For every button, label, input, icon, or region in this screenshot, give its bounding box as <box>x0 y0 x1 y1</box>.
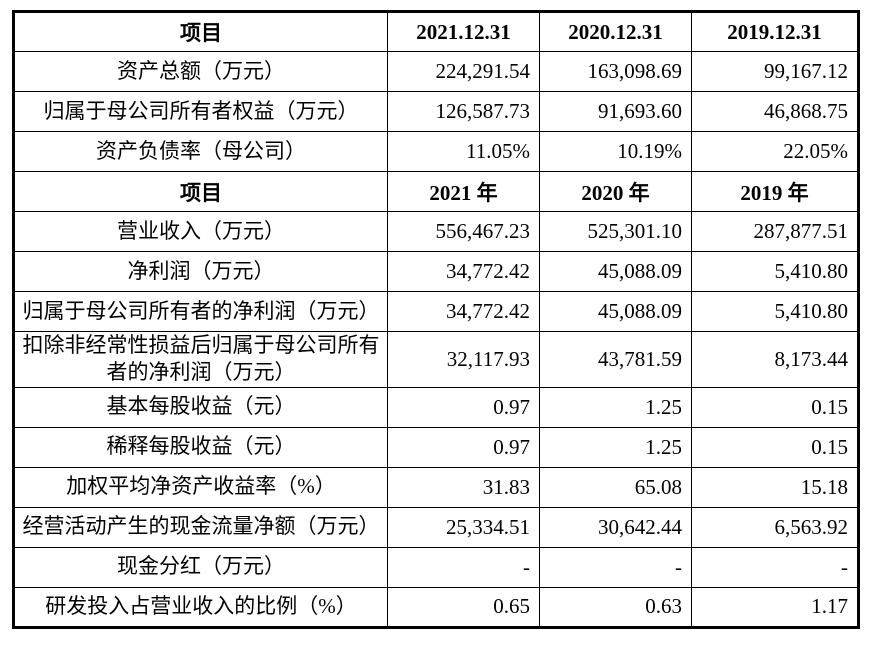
row-value: 65.08 <box>539 466 692 508</box>
row-value: 25,334.51 <box>387 506 540 548</box>
row-value: 1.17 <box>691 586 859 628</box>
header-period-label: 2020.12.31 <box>539 11 692 52</box>
row-value: 8,173.44 <box>691 331 859 388</box>
row-value: 0.65 <box>387 586 540 628</box>
row-label: 营业收入（万元） <box>13 211 388 252</box>
row-label: 加权平均净资产收益率（%） <box>13 466 388 508</box>
table-row: 扣除非经常性损益后归属于母公司所有者的净利润（万元） 32,117.93 43,78… <box>13 331 859 388</box>
row-label: 扣除非经常性损益后归属于母公司所有者的净利润（万元） <box>13 331 388 388</box>
table-row: 归属于母公司所有者权益（万元） 126,587.73 91,693.60 46,868… <box>13 91 859 132</box>
row-label: 现金分红（万元） <box>13 546 388 588</box>
row-label: 经营活动产生的现金流量净额（万元） <box>13 506 388 548</box>
table-row: 现金分红（万元） - - - <box>13 546 859 588</box>
row-value: 32,117.93 <box>387 331 540 388</box>
row-value: 1.25 <box>539 386 692 428</box>
row-value: 0.15 <box>691 426 859 468</box>
row-value: 0.97 <box>387 386 540 428</box>
table-row: 研发投入占营业收入的比例（%） 0.65 0.63 1.17 <box>13 586 859 628</box>
table-row: 基本每股收益（元） 0.97 1.25 0.15 <box>13 386 859 428</box>
row-label: 基本每股收益（元） <box>13 386 388 428</box>
row-value: 22.05% <box>691 131 859 172</box>
header-period-label: 2019.12.31 <box>691 11 859 52</box>
row-value: - <box>691 546 859 588</box>
row-value: 6,563.92 <box>691 506 859 548</box>
table-row: 资产总额（万元） 224,291.54 163,098.69 99,167.12 <box>13 51 859 92</box>
row-value: 224,291.54 <box>387 51 540 92</box>
row-value: 525,301.10 <box>539 211 692 252</box>
row-label: 资产负债率（母公司） <box>13 131 388 172</box>
row-value: 5,410.80 <box>691 251 859 292</box>
row-value: 10.19% <box>539 131 692 172</box>
table-row: 归属于母公司所有者的净利润（万元） 34,772.42 45,088.09 5,410… <box>13 291 859 332</box>
row-label: 资产总额（万元） <box>13 51 388 92</box>
table-row: 营业收入（万元） 556,467.23 525,301.10 287,877.51 <box>13 211 859 252</box>
row-value: 31.83 <box>387 466 540 508</box>
financial-summary-table: 项目 2021.12.31 2020.12.31 2019.12.31 资产总额（万元）… <box>12 10 860 629</box>
table-row: 资产负债率（母公司） 11.05% 10.19% 22.05% <box>13 131 859 172</box>
row-label: 稀释每股收益（元） <box>13 426 388 468</box>
row-value: 45,088.09 <box>539 291 692 332</box>
row-value: - <box>539 546 692 588</box>
header-item-label: 项目 <box>13 171 388 212</box>
section-header-row: 项目 2021.12.31 2020.12.31 2019.12.31 <box>13 11 859 52</box>
row-value: 45,088.09 <box>539 251 692 292</box>
header-period-label: 2020 年 <box>539 171 692 212</box>
row-value: 15.18 <box>691 466 859 508</box>
row-value: 5,410.80 <box>691 291 859 332</box>
row-value: 30,642.44 <box>539 506 692 548</box>
row-value: 0.97 <box>387 426 540 468</box>
row-value: 0.63 <box>539 586 692 628</box>
row-value: 0.15 <box>691 386 859 428</box>
row-value: 91,693.60 <box>539 91 692 132</box>
row-label: 归属于母公司所有者权益（万元） <box>13 91 388 132</box>
section-header-row: 项目 2021 年 2020 年 2019 年 <box>13 171 859 212</box>
header-period-label: 2019 年 <box>691 171 859 212</box>
row-value: - <box>387 546 540 588</box>
row-value: 11.05% <box>387 131 540 172</box>
header-period-label: 2021 年 <box>387 171 540 212</box>
row-value: 34,772.42 <box>387 251 540 292</box>
row-value: 1.25 <box>539 426 692 468</box>
financial-summary-table-wrap: 项目 2021.12.31 2020.12.31 2019.12.31 资产总额（万元）… <box>12 10 860 629</box>
table-row: 加权平均净资产收益率（%） 31.83 65.08 15.18 <box>13 466 859 508</box>
row-label: 净利润（万元） <box>13 251 388 292</box>
row-value: 556,467.23 <box>387 211 540 252</box>
row-value: 43,781.59 <box>539 331 692 388</box>
header-item-label: 项目 <box>13 11 388 52</box>
row-label: 研发投入占营业收入的比例（%） <box>13 586 388 628</box>
row-value: 46,868.75 <box>691 91 859 132</box>
table-row: 净利润（万元） 34,772.42 45,088.09 5,410.80 <box>13 251 859 292</box>
row-value: 34,772.42 <box>387 291 540 332</box>
header-period-label: 2021.12.31 <box>387 11 540 52</box>
table-row: 稀释每股收益（元） 0.97 1.25 0.15 <box>13 426 859 468</box>
table-row: 经营活动产生的现金流量净额（万元） 25,334.51 30,642.44 6,563… <box>13 506 859 548</box>
row-value: 163,098.69 <box>539 51 692 92</box>
row-value: 287,877.51 <box>691 211 859 252</box>
row-value: 99,167.12 <box>691 51 859 92</box>
row-label: 归属于母公司所有者的净利润（万元） <box>13 291 388 332</box>
row-value: 126,587.73 <box>387 91 540 132</box>
